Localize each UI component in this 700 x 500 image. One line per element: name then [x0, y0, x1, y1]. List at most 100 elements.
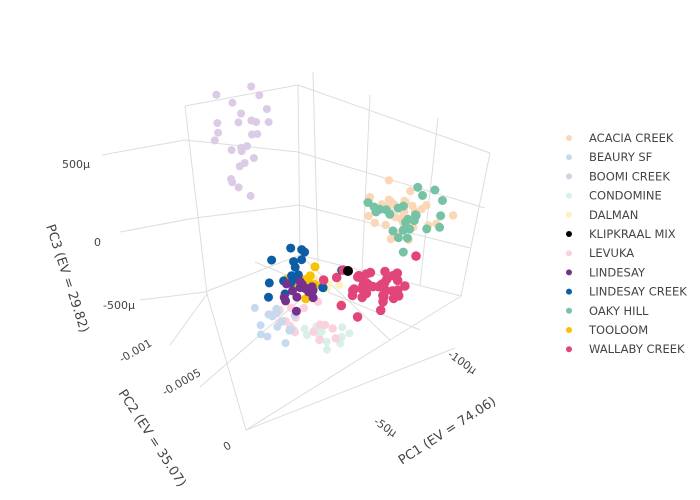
legend-marker: [566, 154, 572, 161]
scatter-point: [272, 304, 281, 313]
legend-marker: [566, 346, 572, 353]
scatter-point: [267, 255, 277, 265]
legend-marker: [566, 231, 572, 237]
scatter-point: [250, 303, 259, 312]
legend-item[interactable]: LINDESAY: [566, 265, 646, 279]
scatter-point: [285, 326, 294, 335]
scatter-point: [381, 220, 390, 230]
z-tick-label: 500μ: [62, 158, 90, 171]
scatter-point: [281, 296, 291, 306]
scatter-point: [227, 146, 236, 155]
legend-item[interactable]: LEVUKA: [566, 246, 634, 260]
scatter-point: [323, 345, 331, 354]
scatter-point: [386, 234, 395, 244]
scatter-point: [379, 278, 390, 288]
scatter-point: [336, 339, 345, 348]
scatter-point: [364, 211, 373, 221]
scatter-point: [380, 266, 390, 277]
legend-item[interactable]: CONDOMINE: [566, 189, 662, 203]
scatter-point: [308, 293, 318, 303]
legend-marker: [566, 135, 572, 141]
legend-item[interactable]: DALMAN: [566, 208, 638, 222]
legend-label: TOOLOOM: [588, 323, 648, 337]
legend-label: BEAURY SF: [589, 150, 652, 164]
scatter-point: [212, 90, 221, 99]
legend-label: LINDESAY: [589, 265, 646, 279]
scatter-point: [268, 312, 277, 321]
legend-item[interactable]: BEAURY SF: [566, 150, 652, 164]
scatter-point: [292, 292, 302, 302]
scatter-point: [288, 286, 297, 296]
scatter-point: [281, 339, 290, 348]
scatter-point: [300, 324, 309, 333]
legend-item[interactable]: WALLABY CREEK: [566, 342, 685, 356]
legend-marker: [566, 211, 572, 218]
legend[interactable]: ACACIA CREEK BEAURY SF BOOMI CREEK CONDOMIN…: [566, 131, 687, 356]
scatter-point: [210, 136, 219, 145]
legend-item[interactable]: OAKY HILL: [566, 304, 649, 318]
scatter-point: [438, 196, 447, 205]
scatter-point: [264, 118, 273, 127]
scatter-point: [264, 292, 273, 302]
legend-marker: [566, 192, 572, 199]
scatter-point: [384, 176, 394, 185]
scatter-point: [315, 335, 324, 345]
scatter-point: [263, 332, 272, 341]
scatter-point: [335, 281, 344, 289]
scatter-point: [430, 185, 440, 195]
legend-label: LINDESAY CREEK: [589, 285, 687, 299]
scatter-point: [336, 300, 347, 311]
legend-label: DALMAN: [589, 208, 638, 222]
scatter-point: [331, 272, 342, 283]
scatter-point: [282, 279, 291, 289]
scatter-point: [375, 305, 386, 316]
scatter-point: [343, 266, 353, 276]
scene-grid: [101, 71, 491, 431]
scatter-point: [228, 98, 237, 107]
scatter-point: [378, 290, 388, 301]
scatter-point: [369, 202, 379, 212]
scatter-point: [297, 255, 307, 265]
scatter-point: [247, 116, 256, 125]
legend-marker: [566, 288, 572, 295]
legend-item[interactable]: BOOMI CREEK: [566, 169, 670, 183]
scatter-point: [273, 322, 282, 331]
scatter-point: [227, 175, 235, 183]
legend-item[interactable]: TOOLOOM: [566, 323, 648, 337]
legend-item[interactable]: ACACIA CREEK: [566, 131, 674, 145]
x-axis-title: PC1 (EV = 74.06): [396, 394, 499, 468]
legend-item[interactable]: LINDESAY CREEK: [566, 285, 687, 299]
scatter-point: [303, 331, 311, 340]
scatter-point: [286, 243, 296, 253]
scatter-point: [331, 334, 340, 343]
z-axis-title: PC3 (EV = 29.82): [42, 223, 91, 335]
legend-label: LEVUKA: [589, 246, 634, 260]
scatter-point: [398, 225, 408, 235]
z-tick-label: 0: [94, 236, 101, 249]
scatter-point: [295, 276, 305, 286]
scatter-point: [305, 271, 315, 281]
legend-item[interactable]: KLIPKRAAL MIX: [566, 227, 676, 241]
scatter-point: [358, 281, 368, 291]
scatter-point: [338, 323, 347, 332]
legend-marker: [566, 307, 572, 314]
y-tick-label: -0.0005: [160, 366, 203, 398]
scatter-point: [393, 233, 403, 243]
data-points: [210, 82, 458, 354]
scatter-point: [393, 291, 404, 301]
scatter-point: [247, 82, 256, 91]
legend-label: KLIPKRAAL MIX: [589, 227, 676, 241]
scatter-point: [318, 275, 329, 285]
scatter-point: [309, 327, 318, 336]
legend-label: CONDOMINE: [589, 189, 662, 203]
scatter-point: [352, 312, 363, 322]
y-tick-label: 0: [221, 439, 234, 454]
scatter-point: [214, 128, 223, 137]
scatter-point: [413, 182, 423, 192]
scatter-point: [249, 154, 258, 163]
scatter-point: [370, 218, 379, 228]
x-tick-label: -50μ: [371, 415, 399, 440]
scatter-point: [243, 142, 252, 151]
scatter-point: [264, 278, 274, 288]
